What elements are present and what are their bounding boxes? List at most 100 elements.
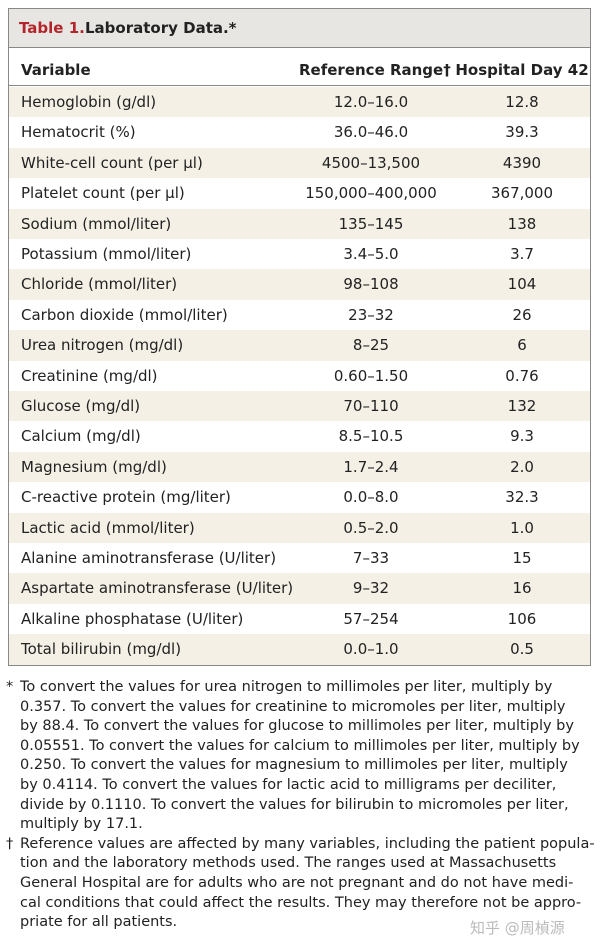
table-cell: Urea nitrogen (mg/dl) [21, 336, 184, 355]
table-cell: 4390 [502, 153, 542, 172]
table-row: Calcium (mg/dl) 8.5–10.5 9.3 [9, 421, 590, 451]
table-cell: 1.7–2.4 [343, 457, 399, 476]
footnote-line: cal conditions that could affect the res… [20, 894, 582, 911]
table-cell: Platelet count (per µl) [21, 184, 185, 203]
title-label: Table 1. [19, 19, 85, 37]
table-cell: 15 [512, 549, 532, 567]
footnote-symbol: † [6, 835, 14, 852]
table-cell: C-reactive protein (mg/liter) [21, 488, 231, 507]
table-cell: 98–108 [343, 275, 399, 294]
table-row: Platelet count (per µl) 150,000–400,000 36… [9, 178, 590, 208]
table-row: Hematocrit (%) 36.0–46.0 39.3 [9, 117, 590, 147]
table-cell: Hematocrit (%) [21, 123, 136, 142]
header-cell: Reference Range† [299, 61, 451, 79]
footnote-line: Reference values are affected by many va… [20, 835, 595, 852]
table-cell: 3.7 [510, 245, 534, 263]
table-row: Lactic acid (mmol/liter) 0.5–2.0 1.0 [9, 512, 590, 543]
table-cell: 0.0–8.0 [343, 488, 399, 507]
table-cell: 367,000 [490, 184, 554, 203]
footnote-line: General Hospital are for adults who are … [20, 875, 574, 891]
footnote-line: priate for all patients. [20, 914, 178, 931]
header-row: Variable Reference Range† Hospital Day 42 [9, 55, 590, 87]
table-cell: 1.0 [510, 518, 534, 537]
footnote-line: by 0.4114. To convert the values for lac… [20, 777, 557, 793]
table-cell: 106 [507, 609, 537, 628]
table-cell: 0.76 [505, 366, 539, 385]
table-cell: 70–110 [343, 397, 399, 415]
table-cell: Lactic acid (mmol/liter) [21, 518, 195, 537]
table: Table 1. Laboratory Data.* Variable Refer… [8, 8, 591, 666]
table-row: Creatinine (mg/dl) 0.60–1.50 0.76 [9, 361, 590, 391]
footnote-line: To convert the values for urea nitrogen … [20, 679, 553, 695]
footnote-line: tion and the laboratory methods used. Th… [20, 855, 557, 872]
table-cell: 23–32 [348, 305, 394, 324]
table-cell: 0.60–1.50 [333, 366, 409, 385]
table-cell: Calcium (mg/dl) [21, 427, 141, 446]
table-cell: 39.3 [505, 123, 539, 142]
table-cell: 9.3 [510, 427, 534, 446]
table-cell: 16 [512, 579, 532, 598]
table-cell: 26 [512, 305, 532, 324]
table-row: Total bilirubin (mg/dl) 0.0–1.0 0.5 [9, 634, 590, 665]
table-title: Table 1. Laboratory Data.* [9, 9, 590, 48]
table-row: Chloride (mmol/liter) 98–108 104 [9, 269, 590, 300]
footnote-line: by 88.4. To convert the values for gluco… [20, 718, 574, 735]
footnote-line: 0.250. To convert the values for magnesi… [20, 757, 568, 774]
table-cell: 2.0 [510, 457, 534, 476]
table-cell: Alanine aminotransferase (U/liter) [21, 549, 277, 567]
footnote-line: 0.357. To convert the values for creatin… [20, 698, 566, 715]
footnote-line: multiply by 17.1. [20, 816, 143, 833]
table-cell: Hemoglobin (g/dl) [21, 93, 157, 111]
table-row: Alanine aminotransferase (U/liter) 7–33 15 [9, 543, 590, 573]
header-cell: Variable [21, 61, 91, 79]
table-cell: Glucose (mg/dl) [21, 397, 141, 415]
table-cell: 132 [507, 397, 537, 415]
table-cell: 6 [517, 336, 527, 355]
table-cell: 104 [507, 275, 537, 294]
table-cell: 0.0–1.0 [343, 640, 399, 659]
table-row: Aspartate aminotransferase (U/liter) 9–32… [9, 573, 590, 604]
table-cell: Carbon dioxide (mmol/liter) [21, 305, 228, 324]
table-cell: 8–25 [352, 336, 390, 355]
table-row: Carbon dioxide (mmol/liter) 23–32 26 [9, 300, 590, 330]
table-cell: 0.5–2.0 [343, 518, 399, 537]
table-cell: Aspartate aminotransferase (U/liter) [21, 579, 294, 598]
table-row: Hemoglobin (g/dl) 12.0–16.0 12.8 [9, 87, 590, 118]
table-row: Potassium (mmol/liter) 3.4–5.0 3.7 [9, 239, 590, 269]
table-cell: 12.8 [505, 93, 539, 111]
table-cell: 9–32 [352, 579, 390, 598]
table-cell: Sodium (mmol/liter) [21, 214, 172, 233]
table-row: Magnesium (mg/dl) 1.7–2.4 2.0 [9, 451, 590, 483]
table-row: Alkaline phosphatase (U/liter) 57–254 106 [9, 604, 590, 634]
table-cell: Alkaline phosphatase (U/liter) [21, 609, 244, 628]
table-cell: 150,000–400,000 [305, 184, 437, 203]
table-cell: White-cell count (per µl) [21, 153, 203, 172]
table-cell: 12.0–16.0 [333, 93, 409, 111]
table-row: Glucose (mg/dl) 70–110 132 [9, 391, 590, 422]
footnote-line: 0.05551. To convert the values for calci… [20, 737, 580, 754]
table-cell: Chloride (mmol/liter) [21, 275, 178, 294]
table-cell: 36.0–46.0 [333, 123, 409, 142]
footnote-symbol: * [6, 679, 14, 695]
table-cell: 0.5 [510, 640, 534, 659]
table-row: Urea nitrogen (mg/dl) 8–25 6 [9, 330, 590, 361]
table-cell: 138 [507, 214, 537, 233]
table-cell: 3.4–5.0 [343, 245, 399, 263]
table-cell: Potassium (mmol/liter) [21, 245, 192, 263]
footnote-line: divide by 0.1110. To convert the values … [20, 796, 569, 813]
watermark: 知乎 @周楨源 [470, 919, 565, 937]
table-cell: 8.5–10.5 [338, 427, 404, 446]
header-cell: Hospital Day 42 [455, 61, 589, 79]
table-cell: 7–33 [352, 549, 390, 567]
table-row: White-cell count (per µl) 4500–13,500 4390 [9, 147, 590, 179]
table-cell: 4500–13,500 [321, 153, 421, 172]
table-cell: 57–254 [343, 609, 399, 628]
table-cell: Total bilirubin (mg/dl) [21, 640, 182, 659]
table-cell: Magnesium (mg/dl) [21, 457, 167, 476]
table-cell: 135–145 [338, 214, 404, 233]
table-cell: 32.3 [505, 488, 539, 507]
title-text: Laboratory Data.* [85, 19, 237, 37]
table-cell: Creatinine (mg/dl) [21, 366, 158, 385]
table-row: Sodium (mmol/liter) 135–145 138 [9, 208, 590, 239]
